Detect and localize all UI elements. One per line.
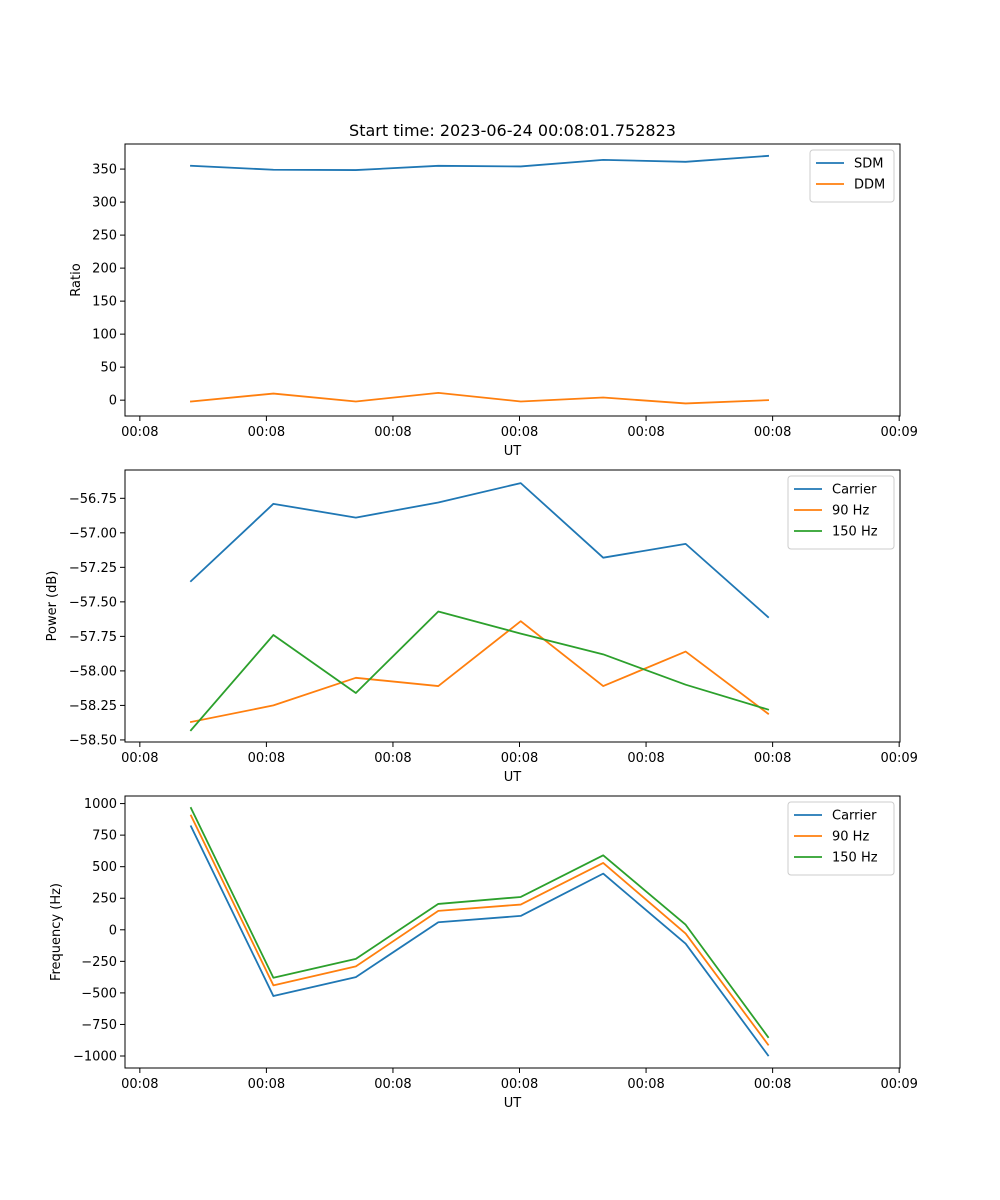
y-tick-label: 100 bbox=[92, 328, 117, 343]
y-tick-label: −500 bbox=[81, 986, 117, 1001]
x-tick-label: 00:08 bbox=[121, 751, 158, 766]
y-tick-label: −750 bbox=[81, 1018, 117, 1033]
x-tick-label: 00:09 bbox=[880, 1077, 917, 1092]
legend-label: 150 Hz bbox=[832, 851, 878, 866]
y-tick-label: 0 bbox=[109, 394, 117, 409]
legend: Carrier 90 Hz 150 Hz bbox=[787, 475, 895, 550]
x-tick-label: 00:08 bbox=[121, 425, 158, 440]
y-tick-label: 350 bbox=[92, 163, 117, 178]
y-tick-label: 750 bbox=[92, 829, 117, 844]
x-tick-label: 00:08 bbox=[501, 751, 538, 766]
x-tick-label: 00:08 bbox=[374, 751, 411, 766]
legend: Carrier 90 Hz 150 Hz bbox=[787, 801, 895, 876]
series-line-ddm bbox=[189, 391, 770, 405]
subplot-2: 00:08 00:08 00:08 00:08 00:08 00:08 00:09 −58.5… bbox=[45, 469, 918, 785]
x-tick-label: 00:08 bbox=[627, 425, 664, 440]
x-tick-label: 00:08 bbox=[754, 425, 791, 440]
y-tick-label: −57.75 bbox=[69, 630, 117, 645]
y-tick-label: −57.00 bbox=[69, 526, 117, 541]
legend: SDM DDM bbox=[809, 149, 895, 203]
y-tick-label: 150 bbox=[92, 295, 117, 310]
x-tick-label: 00:08 bbox=[754, 1077, 791, 1092]
x-tick-label: 00:08 bbox=[374, 1077, 411, 1092]
series-line-90-hz bbox=[189, 814, 770, 1046]
x-tick-label: 00:08 bbox=[627, 751, 664, 766]
y-tick-label: −58.50 bbox=[69, 733, 117, 748]
y-axis-label: Frequency (Hz) bbox=[49, 883, 64, 981]
subplot-3: 00:08 00:08 00:08 00:08 00:08 00:08 00:09 −1000… bbox=[49, 795, 918, 1111]
x-axis-label: UT bbox=[504, 770, 522, 785]
y-tick-label: −1000 bbox=[73, 1050, 117, 1065]
y-tick-label: 1000 bbox=[84, 797, 117, 812]
y-axis-label: Ratio bbox=[69, 263, 84, 296]
legend-label: Carrier bbox=[832, 483, 877, 498]
plot-frame bbox=[124, 143, 901, 417]
subplot-1: 00:08 00:08 00:08 00:08 00:08 00:08 00:09 0 50 10… bbox=[69, 121, 918, 459]
y-tick-label: 500 bbox=[92, 860, 117, 875]
plot-frame bbox=[124, 795, 901, 1069]
y-tick-label: 50 bbox=[100, 361, 117, 376]
x-tick-label: 00:09 bbox=[880, 425, 917, 440]
y-tick-label: 250 bbox=[92, 229, 117, 244]
x-tick-label: 00:08 bbox=[374, 425, 411, 440]
chart-title: Start time: 2023-06-24 00:08:01.752823 bbox=[349, 121, 676, 140]
y-tick-label: 300 bbox=[92, 196, 117, 211]
y-tick-label: 0 bbox=[109, 923, 117, 938]
series-line-carrier bbox=[189, 825, 770, 1057]
legend-label: Carrier bbox=[832, 809, 877, 824]
series-line-150-hz bbox=[189, 610, 770, 732]
x-tick-label: 00:08 bbox=[501, 425, 538, 440]
y-tick-label: −58.25 bbox=[69, 699, 117, 714]
legend-label: 90 Hz bbox=[832, 830, 869, 845]
legend-label: SDM bbox=[854, 157, 883, 172]
x-tick-label: 00:09 bbox=[880, 751, 917, 766]
x-tick-label: 00:08 bbox=[121, 1077, 158, 1092]
y-axis-label: Power (dB) bbox=[45, 571, 60, 642]
x-tick-label: 00:08 bbox=[627, 1077, 664, 1092]
y-tick-label: 200 bbox=[92, 262, 117, 277]
legend-label: 150 Hz bbox=[832, 525, 878, 540]
x-axis-label: UT bbox=[504, 1096, 522, 1111]
legend-label: 90 Hz bbox=[832, 504, 869, 519]
series-line-90-hz bbox=[189, 620, 770, 724]
series-line-150-hz bbox=[189, 806, 770, 1039]
y-tick-label: −58.00 bbox=[69, 664, 117, 679]
series-line-carrier bbox=[189, 482, 770, 619]
y-tick-label: −250 bbox=[81, 955, 117, 970]
series-line-sdm bbox=[190, 154, 770, 171]
plot-frame bbox=[124, 469, 901, 743]
x-axis-label: UT bbox=[504, 444, 522, 459]
y-tick-label: −57.50 bbox=[69, 595, 117, 610]
legend-label: DDM bbox=[854, 178, 885, 193]
x-tick-label: 00:08 bbox=[248, 751, 285, 766]
y-tick-label: −57.25 bbox=[69, 561, 117, 576]
y-tick-label: 250 bbox=[92, 892, 117, 907]
y-tick-label: −56.75 bbox=[69, 492, 117, 507]
x-tick-label: 00:08 bbox=[248, 425, 285, 440]
x-tick-label: 00:08 bbox=[754, 751, 791, 766]
x-tick-label: 00:08 bbox=[501, 1077, 538, 1092]
x-tick-label: 00:08 bbox=[248, 1077, 285, 1092]
